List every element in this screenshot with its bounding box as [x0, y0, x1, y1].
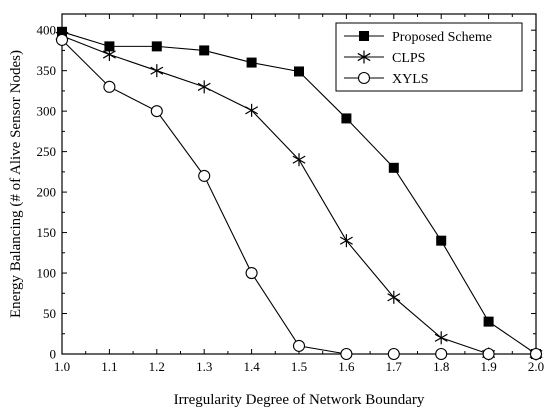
data-point-xyls	[387, 347, 400, 361]
y-tick-label: 150	[37, 225, 57, 240]
data-point-clps	[387, 290, 401, 304]
data-point-xyls	[435, 347, 448, 361]
y-tick-label: 350	[37, 63, 57, 78]
data-point-clps	[339, 234, 353, 248]
x-tick-label: 1.9	[480, 359, 496, 374]
data-point-clps	[150, 64, 164, 78]
x-tick-label: 1.6	[338, 359, 355, 374]
data-point-proposed-scheme	[436, 235, 447, 246]
legend-label-clps: CLPS	[392, 51, 425, 66]
x-tick-label: 1.2	[149, 359, 165, 374]
y-axis-title: Energy Balancing (# of Alive Sensor Node…	[8, 50, 24, 318]
data-point-xyls	[150, 105, 163, 118]
x-tick-label: 2.0	[528, 359, 544, 374]
asterisk-stroke	[292, 155, 306, 164]
asterisk-stroke	[150, 66, 164, 75]
series-layer	[55, 26, 543, 361]
legend-label-xyls: XYLS	[392, 72, 429, 87]
data-point-clps	[102, 47, 116, 61]
x-axis-title: Irregularity Degree of Network Boundary	[174, 392, 425, 408]
asterisk-stroke	[197, 82, 211, 91]
y-tick-label: 100	[37, 266, 57, 281]
asterisk-stroke	[339, 236, 353, 245]
x-tick-label: 1.5	[291, 359, 307, 374]
data-point-xyls	[292, 339, 306, 352]
asterisk-stroke	[434, 333, 448, 342]
y-tick-label: 250	[37, 144, 57, 159]
data-point-xyls	[55, 33, 69, 46]
y-tick-label: 0	[50, 347, 57, 362]
x-tick-label: 1.7	[386, 359, 403, 374]
y-tick-label: 50	[43, 306, 56, 321]
data-point-proposed-scheme	[341, 113, 352, 124]
data-point-clps	[197, 80, 211, 94]
data-point-xyls	[198, 169, 211, 182]
data-point-proposed-scheme	[483, 316, 494, 327]
data-point-proposed-scheme	[151, 41, 162, 52]
series-xyls	[55, 33, 543, 361]
data-point-xyls	[245, 266, 258, 280]
x-tick-label: 1.1	[101, 359, 117, 374]
y-tick-label: 400	[37, 23, 57, 38]
legend-label-proposed-scheme: Proposed Scheme	[392, 30, 492, 45]
asterisk-stroke	[102, 50, 116, 59]
data-point-clps	[292, 153, 306, 167]
legend-marker-xyls	[357, 71, 371, 85]
x-tick-label: 1.4	[243, 359, 260, 374]
data-point-xyls	[103, 80, 116, 93]
x-tick-label: 1.3	[196, 359, 212, 374]
axes: 1.0 1.1 1.2 1.3 1.4 1.5 1.6 1.7 1.8 1.9 2.0 0 50 100 1…	[37, 14, 544, 374]
data-point-xyls	[529, 347, 543, 361]
x-tick-label: 1.0	[54, 359, 70, 374]
asterisk-stroke	[357, 52, 371, 62]
data-point-proposed-scheme	[104, 41, 115, 52]
legend-marker-proposed-scheme	[359, 31, 369, 41]
data-point-xyls	[482, 347, 495, 361]
y-tick-label: 200	[37, 185, 57, 200]
x-tick-label: 1.8	[433, 359, 449, 374]
y-tick-label: 300	[37, 104, 57, 119]
data-point-proposed-scheme	[294, 66, 304, 77]
asterisk-stroke	[245, 106, 259, 115]
legend: Proposed Scheme CLPS XYLS	[335, 22, 523, 92]
data-point-proposed-scheme	[246, 57, 257, 68]
asterisk-stroke	[387, 293, 401, 302]
data-point-xyls	[340, 347, 353, 361]
data-point-proposed-scheme	[199, 45, 210, 56]
legend-marker-clps	[357, 50, 371, 64]
data-point-clps	[434, 331, 448, 345]
data-point-clps	[245, 103, 259, 117]
data-point-proposed-scheme	[388, 162, 399, 173]
